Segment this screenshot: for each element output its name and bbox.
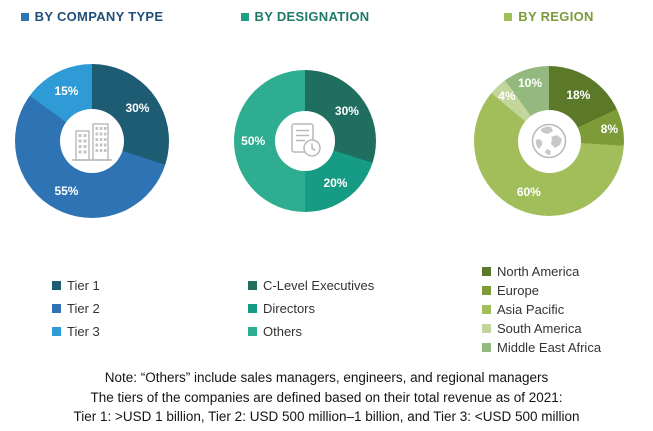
slice-label: 18% — [566, 87, 591, 102]
designation-donut: 30% 20% 50% — [234, 70, 376, 212]
region-legend: North America Europe Asia Pacific South Ame… — [482, 264, 601, 359]
legend-label: C-Level Executives — [263, 278, 375, 293]
legend-label: Others — [263, 324, 303, 339]
donut-hole — [59, 108, 125, 174]
footnote-line: Note: “Others” include sales managers, e… — [104, 370, 549, 385]
slice-label: 50% — [241, 134, 266, 148]
slice-label: 55% — [54, 184, 79, 199]
legend-swatch — [248, 281, 257, 290]
designation-title: BY DESIGNATION — [226, 9, 384, 24]
legend-item: C-Level Executives — [248, 278, 374, 293]
slice-label: 20% — [323, 175, 348, 190]
slice-label: 30% — [125, 100, 150, 115]
company-type-chart: BY COMPANY TYPE — [8, 0, 176, 339]
legend-swatch — [482, 305, 491, 314]
slice-label: 8% — [600, 122, 619, 137]
title-square — [20, 12, 29, 21]
title-square — [240, 12, 249, 21]
legend-label: Tier 2 — [67, 301, 100, 316]
slice-label: 30% — [334, 103, 359, 118]
region-chart: BY REGION 18% 8% 60% 4% 10% North America Eur… — [452, 0, 646, 355]
legend-item: South America — [482, 321, 601, 336]
legend-label: Directors — [263, 301, 316, 316]
chart-title-text: BY REGION — [518, 9, 594, 24]
legend-label: Europe — [497, 283, 539, 298]
designation-legend: C-Level Executives Directors Others — [248, 278, 374, 347]
legend-swatch — [482, 267, 491, 276]
slice-label: 60% — [516, 184, 541, 199]
legend-item: Tier 1 — [52, 278, 100, 293]
legend-swatch — [248, 327, 257, 336]
footnote-line: Tier 1: >USD 1 billion, Tier 2: USD 500 … — [73, 409, 580, 425]
legend-swatch — [52, 327, 61, 336]
legend-item: Tier 3 — [52, 324, 100, 339]
legend-swatch — [482, 324, 491, 333]
document-clock-icon — [291, 123, 321, 157]
region-donut: 18% 8% 60% 4% 10% — [474, 66, 624, 216]
footnote-line: The tiers of the companies are defined b… — [90, 389, 563, 405]
region-title: BY REGION — [452, 9, 646, 24]
legend-label: Asia Pacific — [497, 302, 565, 317]
chart-title-text: BY DESIGNATION — [254, 9, 370, 24]
legend-label: North America — [497, 264, 580, 279]
legend-item: Asia Pacific — [482, 302, 601, 317]
donut-hole — [517, 109, 581, 173]
buildings-icon — [72, 123, 112, 161]
footnote: Note: “Others” include sales managers, e… — [0, 368, 653, 427]
legend-item: Middle East Africa — [482, 340, 601, 355]
globe-icon — [531, 123, 567, 159]
company-type-title: BY COMPANY TYPE — [8, 9, 176, 24]
legend-item: Europe — [482, 283, 601, 298]
legend-swatch — [482, 343, 491, 352]
legend-item: Others — [248, 324, 374, 339]
legend-item: North America — [482, 264, 601, 279]
chart-title-text: BY COMPANY TYPE — [34, 9, 164, 24]
legend-swatch — [482, 286, 491, 295]
legend-swatch — [52, 304, 61, 313]
donut-hole — [275, 111, 335, 171]
slice-label: 4% — [498, 89, 516, 104]
legend-label: Middle East Africa — [497, 340, 602, 355]
legend-swatch — [248, 304, 257, 313]
legend-swatch — [52, 281, 61, 290]
legend-item: Tier 2 — [52, 301, 100, 316]
slice-label: 10% — [517, 75, 542, 90]
company-type-legend: Tier 1 Tier 2 Tier 3 — [52, 278, 100, 347]
company-type-donut: 30% 55% 15% — [15, 64, 169, 218]
legend-label: South America — [497, 321, 582, 336]
designation-chart: BY DESIGNATION 30% 20% 50% C-Level Executi… — [226, 0, 384, 339]
title-square — [504, 12, 513, 21]
legend-label: Tier 1 — [67, 278, 100, 293]
slice-label: 15% — [54, 83, 79, 98]
legend-label: Tier 3 — [67, 324, 100, 339]
legend-item: Directors — [248, 301, 374, 316]
